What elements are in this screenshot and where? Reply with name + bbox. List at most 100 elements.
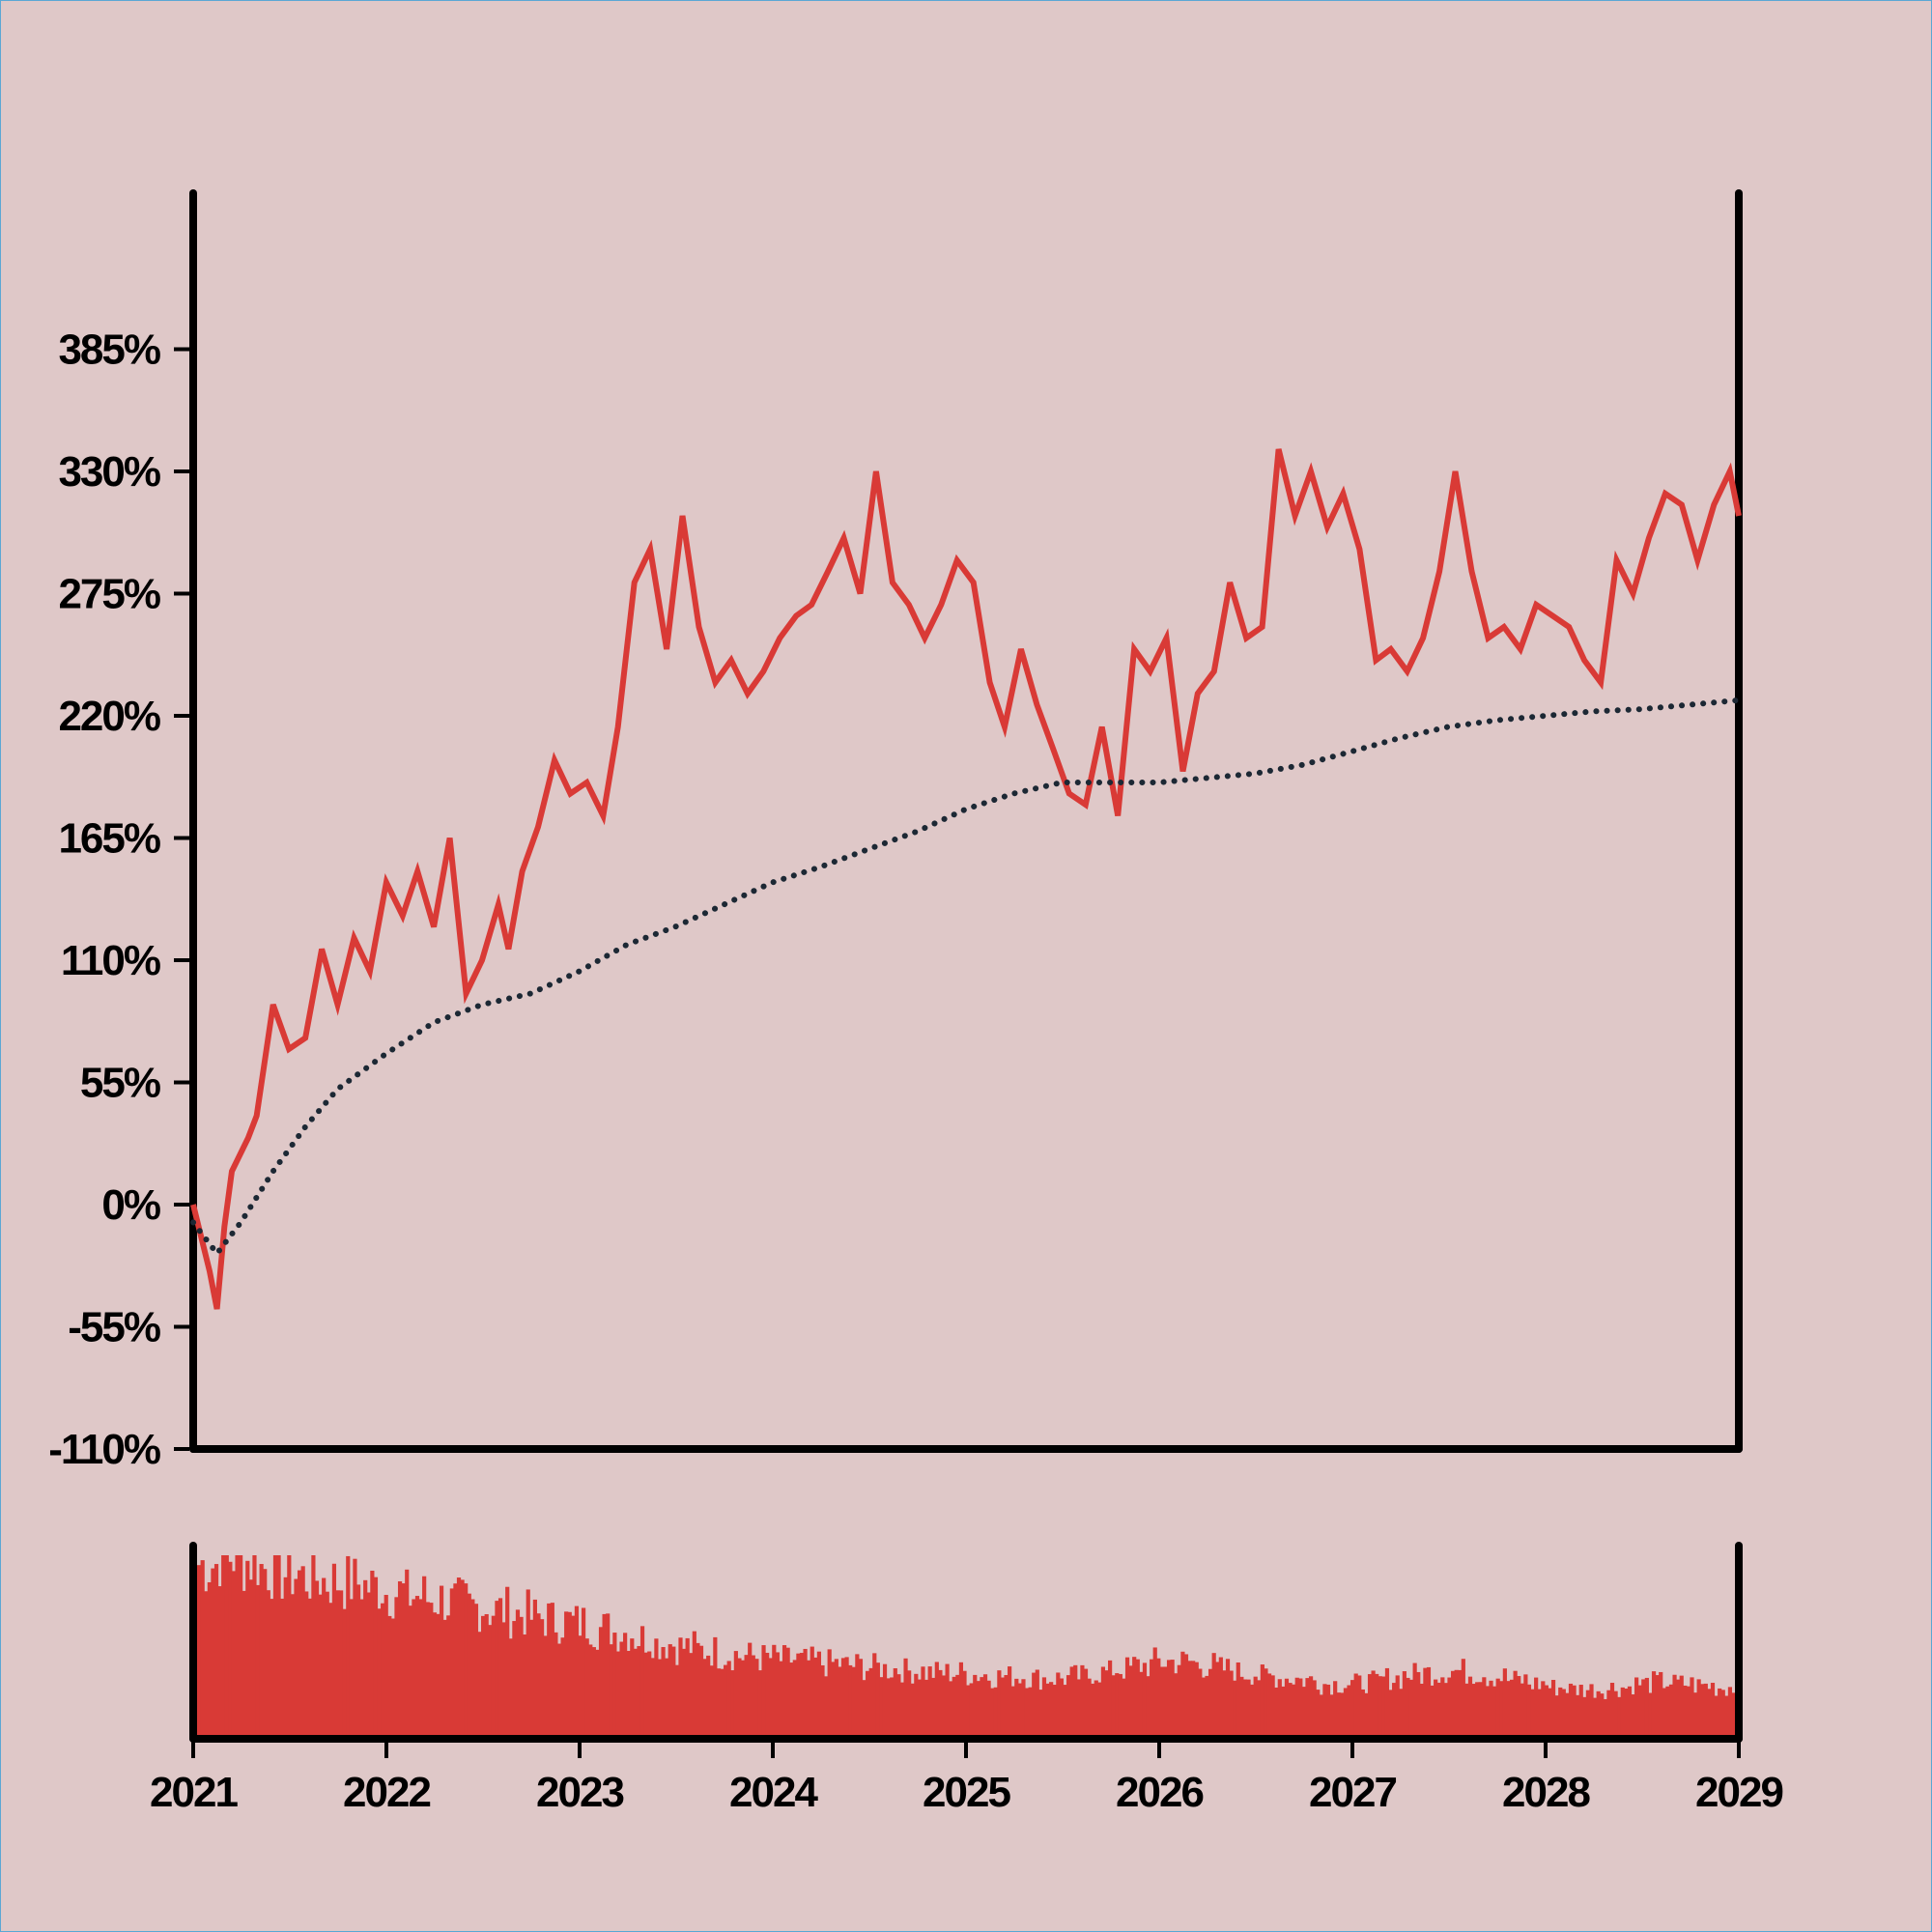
volume-bar: [1655, 1675, 1660, 1739]
volume-bar: [384, 1595, 388, 1739]
volume-bar: [993, 1687, 998, 1739]
volume-bar: [1659, 1671, 1663, 1739]
volume-bar: [1679, 1675, 1684, 1739]
volume-bar: [820, 1664, 825, 1739]
volume-bar: [730, 1670, 735, 1739]
volume-bar: [495, 1601, 499, 1739]
volume-bar: [1135, 1659, 1140, 1739]
volume-bar: [1174, 1673, 1179, 1739]
volume-bar: [840, 1658, 846, 1739]
volume-bar: [300, 1566, 305, 1739]
volume-bar: [1115, 1673, 1120, 1739]
main-chart-axes: [189, 189, 1743, 1453]
volume-bar: [1159, 1666, 1164, 1739]
volume-bar: [807, 1660, 811, 1739]
volume-bar: [1440, 1677, 1445, 1739]
volume-bar: [720, 1668, 724, 1739]
volume-bar: [668, 1644, 672, 1739]
volume-bar: [1343, 1688, 1349, 1739]
volume-bar: [1198, 1668, 1203, 1739]
y-tick-label: 0%: [101, 1181, 159, 1229]
volume-bar: [789, 1662, 794, 1739]
volume-bar: [481, 1615, 486, 1739]
volume-bar: [1218, 1657, 1223, 1739]
volume-bar: [1246, 1679, 1251, 1739]
volume-bar: [335, 1590, 340, 1739]
volume-bar: [453, 1583, 458, 1739]
volume-bar: [1430, 1685, 1435, 1739]
volume-bar: [1056, 1672, 1061, 1739]
volume-bar: [737, 1658, 742, 1739]
volume-bar: [1083, 1668, 1089, 1739]
volume-bar: [307, 1598, 312, 1739]
volume-bar: [1104, 1670, 1109, 1739]
volume-bar: [442, 1619, 447, 1739]
volume-bar: [1266, 1673, 1272, 1739]
volume-bar: [1076, 1679, 1081, 1739]
volume-bar: [467, 1593, 471, 1739]
volume-bar: [464, 1583, 469, 1739]
volume-bar: [927, 1666, 932, 1739]
volume-bar: [1447, 1677, 1452, 1739]
volume-bar: [1194, 1662, 1199, 1739]
volume-bar: [1495, 1678, 1500, 1739]
x-tick-label: 2027: [1309, 1769, 1396, 1816]
volume-bar: [816, 1651, 822, 1739]
volume-bar: [868, 1667, 873, 1739]
volume-bar: [1585, 1690, 1591, 1739]
volume-bar: [713, 1636, 718, 1739]
volume-bar: [1617, 1696, 1622, 1739]
volume-bar: [1548, 1688, 1552, 1739]
volume-bar: [242, 1590, 246, 1739]
volume-bar: [945, 1663, 950, 1739]
volume-bar: [647, 1651, 652, 1739]
volume-bar: [1236, 1662, 1240, 1739]
volume-bar: [1250, 1684, 1255, 1739]
volume-bar: [591, 1647, 596, 1739]
x-axis-ticks: 2021 2022 2023 2024 2025 2026 2027 2028 2029: [150, 1739, 1784, 1816]
x-tick-label: 2023: [536, 1769, 623, 1816]
volume-bar: [757, 1670, 763, 1739]
volume-bar: [921, 1666, 925, 1739]
volume-bar: [1353, 1673, 1358, 1739]
volume-bar: [1091, 1683, 1095, 1739]
volume-bar: [532, 1599, 537, 1739]
y-tick-label: -55%: [68, 1304, 160, 1351]
volume-bar: [1434, 1679, 1438, 1739]
volume-bar: [955, 1674, 960, 1739]
volume-bar: [1124, 1657, 1130, 1739]
volume-bar: [228, 1561, 233, 1739]
volume-bar: [1336, 1692, 1341, 1739]
volume-bar: [418, 1599, 423, 1739]
volume-bar: [1426, 1666, 1432, 1739]
volume-bar: [657, 1659, 663, 1739]
y-tick-label: 55%: [80, 1060, 160, 1107]
volume-bar: [387, 1615, 392, 1739]
volume-bar: [799, 1653, 805, 1739]
volume-bar: [221, 1555, 226, 1739]
volume-bar: [976, 1681, 980, 1739]
volume-bar: [276, 1555, 281, 1739]
volume-bar: [1509, 1679, 1515, 1739]
volume-bar: [1270, 1675, 1275, 1739]
volume-bar: [724, 1664, 728, 1739]
volume-bar: [1375, 1673, 1379, 1739]
volume-bar: [980, 1677, 984, 1739]
volume-bar: [1163, 1666, 1168, 1739]
volume-bar: [1672, 1674, 1677, 1739]
volume-bar: [1010, 1686, 1015, 1739]
volume-bar: [1641, 1679, 1646, 1739]
volume-bar: [748, 1642, 753, 1739]
volume-bar: [1399, 1689, 1404, 1739]
volume-bar: [1502, 1668, 1507, 1739]
volume-bar: [473, 1604, 479, 1739]
volume-bar: [283, 1577, 288, 1739]
volume-bar: [674, 1664, 679, 1739]
volume-bar: [665, 1658, 669, 1739]
volume-bar: [259, 1564, 264, 1739]
volume-bar: [1668, 1684, 1674, 1739]
volume-bar: [772, 1644, 777, 1739]
volume-bar: [304, 1591, 309, 1739]
x-tick-label: 2021: [150, 1769, 238, 1816]
volume-bar: [1150, 1659, 1154, 1739]
